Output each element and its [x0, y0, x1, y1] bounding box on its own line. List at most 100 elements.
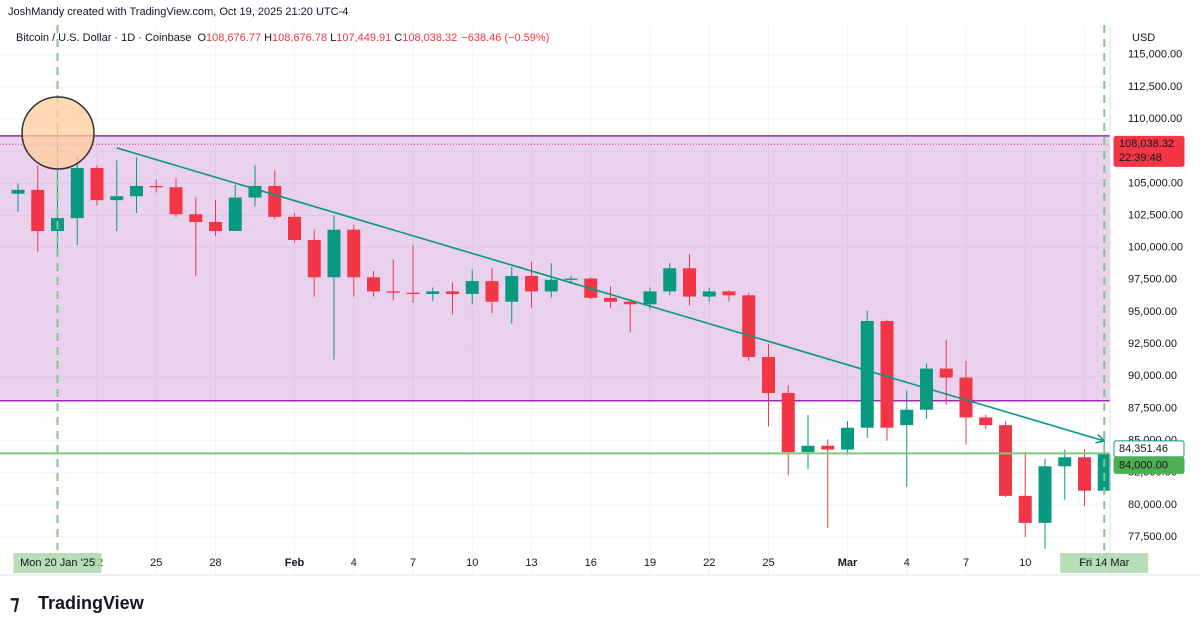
candle-body: [347, 229, 361, 278]
price-label-box: [1113, 456, 1185, 474]
credit: JoshMandy created with TradingView.com, …: [8, 6, 348, 18]
y-tick-label: 87,500.00: [1128, 402, 1177, 414]
candle-body: [1038, 466, 1052, 523]
candle-body: [702, 291, 716, 297]
x-tick-label: 7: [963, 557, 969, 569]
y-tick-label: 100,000.00: [1128, 242, 1183, 254]
date-label: Mon 20 Jan '25: [20, 557, 95, 569]
y-tick-label: 112,500.00: [1128, 81, 1182, 93]
candle-body: [130, 185, 143, 197]
ohlc-value: 108,676.78: [272, 32, 327, 44]
candle-body: [406, 292, 420, 294]
ohlc-key: O: [197, 32, 206, 44]
symbol: Bitcoin / U.S. Dollar · 1D · Coinbase O10…: [16, 32, 549, 44]
ohlc-value: 107,449.91: [336, 32, 391, 44]
date-label: Fri 14 Mar: [1079, 557, 1129, 569]
ohlc-value: 108,676.77: [206, 32, 261, 44]
ohlc-key: H: [264, 32, 272, 44]
candle-body: [722, 291, 736, 296]
candle-body: [801, 445, 815, 453]
x-tick-label: 4: [904, 557, 910, 569]
y-tick-label: 110,000.00: [1128, 113, 1182, 125]
x-tick-label: 25: [150, 557, 162, 569]
price-label-sub: 22:39:48: [1119, 152, 1162, 164]
symbol-name: Bitcoin / U.S. Dollar · 1D · Coinbase: [16, 32, 191, 44]
candle-body: [1018, 495, 1032, 523]
x-tick-label: 10: [466, 557, 478, 569]
change: −638.46 (−0.59%): [461, 32, 549, 44]
trendline-arrow: [1095, 434, 1105, 444]
logo: ⁊ TradingView: [10, 593, 145, 614]
y-tick-label: 115,000.00: [1128, 49, 1182, 61]
trendline: [116, 147, 1105, 442]
ohlc-value: 108,038.32: [402, 32, 457, 44]
candle-body: [663, 268, 677, 292]
x-tick-label: 22: [703, 557, 715, 569]
candle-body: [446, 291, 459, 294]
candle-body: [880, 320, 894, 428]
candle-body: [742, 295, 756, 357]
candle-body: [1078, 457, 1091, 491]
x-tick-label: Mar: [838, 557, 858, 569]
candle-body: [367, 277, 380, 292]
candle-body: [505, 275, 519, 302]
zone: [0, 135, 1110, 401]
y-tick-label: 92,500.00: [1128, 338, 1177, 350]
candle-body: [841, 427, 854, 450]
candle-body: [525, 275, 538, 292]
candle-body: [209, 221, 222, 231]
candle-body: [169, 187, 183, 215]
candle-body: [959, 377, 973, 418]
x-tick-label: 13: [525, 557, 537, 569]
candle-body: [544, 279, 558, 292]
candle-body: [1058, 457, 1072, 467]
ohlc-key: L: [330, 32, 336, 44]
candle-body: [999, 425, 1012, 496]
price-label-box: [1113, 135, 1185, 167]
y-tick-label: 95,000.00: [1128, 306, 1177, 318]
candle-body: [643, 291, 657, 305]
logo-icon: ⁊: [10, 593, 19, 614]
candle-body: [189, 214, 203, 222]
candle-body: [762, 356, 775, 393]
x-tick-label: Feb: [285, 557, 305, 569]
candle-body: [327, 229, 341, 278]
plot: [0, 25, 1111, 575]
candle-body: [485, 281, 499, 302]
price-label: 108,038.32: [1119, 138, 1174, 150]
candle-body: [939, 368, 953, 378]
candle-body: [426, 291, 440, 294]
candle-body: [683, 268, 696, 297]
x-tick-label: 10: [1019, 557, 1031, 569]
candle-body: [31, 189, 45, 231]
candle-body: [465, 281, 479, 294]
candle-body: [228, 197, 242, 231]
ohlc-key: C: [394, 32, 402, 44]
candle-body: [623, 301, 637, 305]
candle-body: [268, 185, 282, 217]
price-label: 84,351.46: [1119, 443, 1168, 455]
candle-body: [564, 278, 578, 280]
x-tick-label: 16: [585, 557, 597, 569]
y-tick-label: 77,500.00: [1128, 531, 1177, 543]
y-tick-label: 97,500.00: [1128, 274, 1177, 286]
candle-body: [149, 185, 163, 188]
candle-body: [979, 417, 993, 426]
x-tick-label: 4: [351, 557, 357, 569]
y-tick-label: 80,000.00: [1128, 499, 1177, 511]
candle-body: [604, 297, 617, 302]
y-tick-label: 90,000.00: [1128, 370, 1177, 382]
y-tick-label: 102,500.00: [1128, 209, 1183, 221]
price-label: 84,000.00: [1119, 459, 1168, 471]
candle-body: [307, 239, 321, 278]
date-label-box: [13, 553, 102, 573]
currency: USD: [1132, 32, 1155, 44]
candle-body: [386, 291, 400, 293]
candle-body: [11, 189, 25, 194]
candle-body: [900, 409, 914, 426]
logo-text: TradingView: [38, 593, 145, 613]
candle-body: [70, 167, 84, 219]
candle-body: [860, 320, 874, 428]
candle-body: [248, 185, 262, 198]
